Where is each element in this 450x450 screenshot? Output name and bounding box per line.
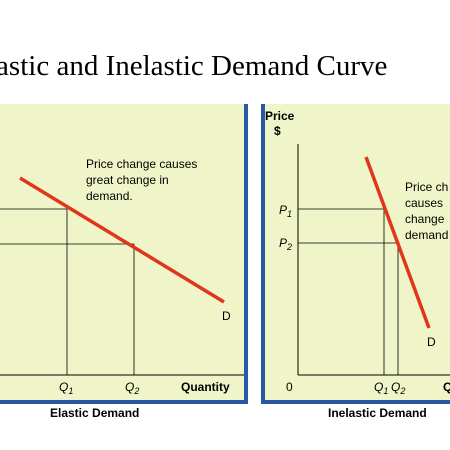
inelastic-p1-label: P1	[279, 203, 292, 219]
inelastic-curve-label: D	[427, 335, 436, 349]
elastic-demand-panel: Price change causes great change in dema…	[0, 104, 248, 404]
elastic-q2-label: Q2	[125, 380, 139, 396]
elastic-x-axis-label: Quantity	[181, 380, 230, 394]
elastic-annotation: Price change causes great change in dema…	[86, 157, 201, 203]
inelastic-demand-curve	[364, 156, 431, 329]
inelastic-demand-caption: Inelastic Demand	[328, 406, 427, 420]
elastic-annotation-line-3: demand.	[86, 189, 133, 203]
inelastic-q1-label: Q1	[374, 380, 388, 396]
inelastic-annotation-line-2: causes	[405, 196, 443, 210]
inelastic-demand-graph: Price $ P1 P2 0 Price ch causes change d…	[265, 109, 450, 396]
inelastic-annotation-line-4: demand	[405, 228, 448, 242]
inelastic-y-axis-label-line-2: $	[274, 124, 281, 138]
inelastic-y-axis-label: Price $	[265, 109, 298, 138]
elastic-curve-label: D	[222, 309, 231, 323]
inelastic-q2-label: Q2	[391, 380, 405, 396]
elastic-demand-graph: Price change causes great change in dema…	[0, 157, 244, 396]
inelastic-annotation: Price ch causes change demand	[405, 180, 450, 242]
inelastic-annotation-line-3: change	[405, 212, 445, 226]
elastic-q1-label: Q1	[59, 380, 73, 396]
elastic-annotation-line-1: Price change causes	[86, 157, 197, 171]
elastic-demand-curve	[19, 176, 225, 304]
slide-title: lastic and Inelastic Demand Curve	[0, 50, 388, 82]
inelastic-demand-panel: Price $ P1 P2 0 Price ch causes change d…	[261, 104, 450, 404]
inelastic-origin-label: 0	[286, 380, 293, 394]
elastic-annotation-line-2: great change in	[86, 173, 169, 187]
inelastic-annotation-line-1: Price ch	[405, 180, 448, 194]
inelastic-p2-label: P2	[279, 236, 292, 252]
inelastic-x-axis-label: Q	[443, 380, 450, 394]
elastic-demand-caption: Elastic Demand	[50, 406, 140, 420]
inelastic-y-axis-label-line-1: Price	[265, 109, 295, 123]
